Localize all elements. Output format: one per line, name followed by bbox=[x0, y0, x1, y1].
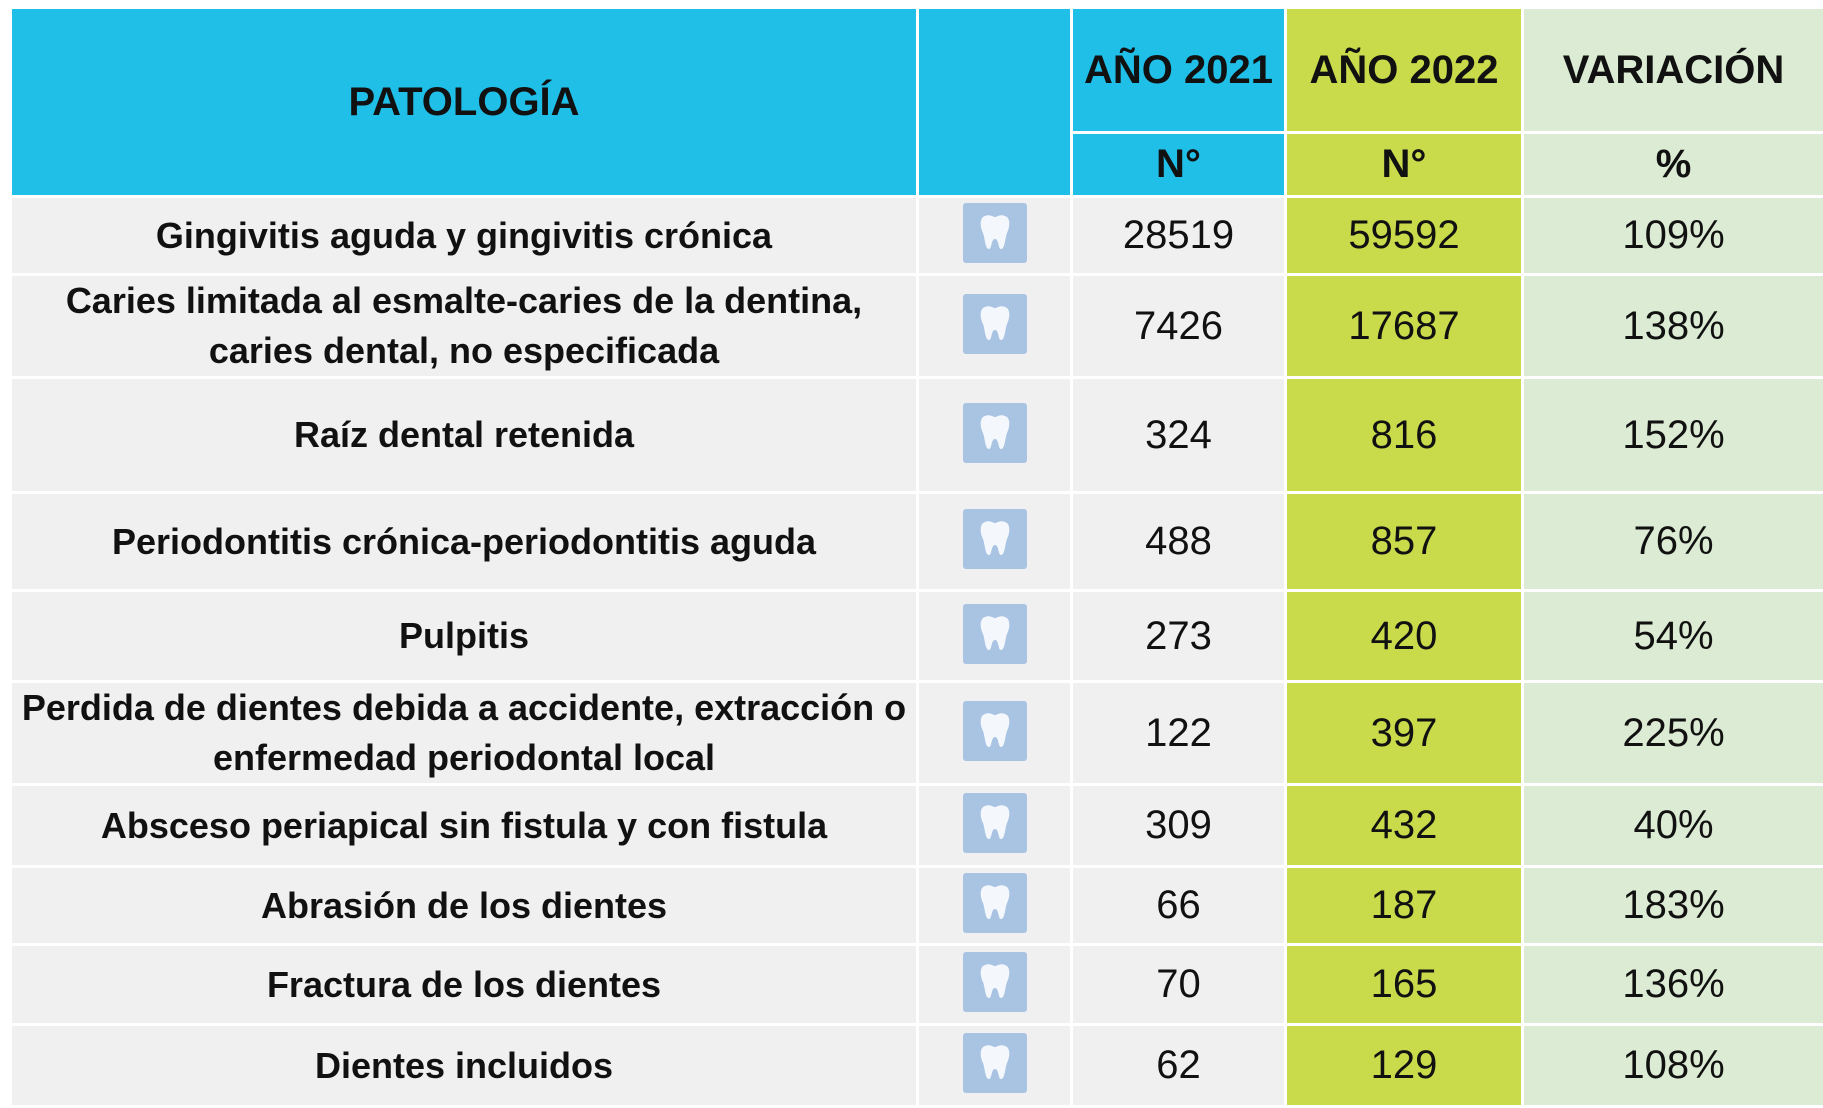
table-row: Perdida de dientes debida a accidente, e… bbox=[11, 682, 1823, 785]
table-cell: 122 bbox=[1072, 682, 1286, 785]
year-header: AÑO 2022 bbox=[1286, 8, 1523, 133]
tooth-icon bbox=[963, 403, 1027, 463]
table-row: Periodontitis crónica-periodontitis agud… bbox=[11, 493, 1823, 591]
icon-header bbox=[918, 8, 1072, 197]
table-cell: 129 bbox=[1286, 1025, 1523, 1107]
table-row: Absceso periapical sin fistula y con fis… bbox=[11, 785, 1823, 867]
pathology-name: Gingivitis aguda y gingivitis crónica bbox=[11, 197, 918, 275]
table-cell: 66 bbox=[1072, 867, 1286, 945]
pathology-name: Periodontitis crónica-periodontitis agud… bbox=[11, 493, 918, 591]
tooth-icon-cell bbox=[918, 867, 1072, 945]
table-cell: 136% bbox=[1523, 945, 1823, 1025]
table-cell: 40% bbox=[1523, 785, 1823, 867]
table-cell: 7426 bbox=[1072, 275, 1286, 378]
tooth-icon bbox=[963, 203, 1027, 263]
tooth-icon bbox=[963, 873, 1027, 933]
tooth-icon bbox=[963, 701, 1027, 761]
tooth-icon-cell bbox=[918, 785, 1072, 867]
tooth-icon-cell bbox=[918, 197, 1072, 275]
tooth-icon-cell bbox=[918, 682, 1072, 785]
table-header: PATOLOGÍA AÑO 2021 AÑO 2022 VARIACIÓN N°… bbox=[11, 8, 1823, 197]
pathology-name: Caries limitada al esmalte-caries de la … bbox=[11, 275, 918, 378]
table-row: Gingivitis aguda y gingivitis crónica 285… bbox=[11, 197, 1823, 275]
pathology-name: Absceso periapical sin fistula y con fis… bbox=[11, 785, 918, 867]
table-cell: 165 bbox=[1286, 945, 1523, 1025]
unit-header: N° bbox=[1286, 133, 1523, 197]
table-cell: 109% bbox=[1523, 197, 1823, 275]
pathology-name: Abrasión de los dientes bbox=[11, 867, 918, 945]
unit-header: % bbox=[1523, 133, 1823, 197]
table-cell: 138% bbox=[1523, 275, 1823, 378]
tooth-icon-cell bbox=[918, 378, 1072, 493]
table-cell: 59592 bbox=[1286, 197, 1523, 275]
tooth-icon-cell bbox=[918, 493, 1072, 591]
tooth-icon bbox=[963, 294, 1027, 354]
tooth-icon bbox=[963, 952, 1027, 1012]
table-cell: 28519 bbox=[1072, 197, 1286, 275]
table-cell: 62 bbox=[1072, 1025, 1286, 1107]
table-cell: 324 bbox=[1072, 378, 1286, 493]
table-cell: 420 bbox=[1286, 591, 1523, 682]
pathology-name: Perdida de dientes debida a accidente, e… bbox=[11, 682, 918, 785]
table-cell: 152% bbox=[1523, 378, 1823, 493]
tooth-icon bbox=[963, 509, 1027, 569]
tooth-icon-cell bbox=[918, 591, 1072, 682]
variation-header: VARIACIÓN bbox=[1523, 8, 1823, 133]
table-cell: 857 bbox=[1286, 493, 1523, 591]
table-cell: 225% bbox=[1523, 682, 1823, 785]
year-header: AÑO 2021 bbox=[1072, 8, 1286, 133]
table-cell: 70 bbox=[1072, 945, 1286, 1025]
table-cell: 108% bbox=[1523, 1025, 1823, 1107]
table-cell: 309 bbox=[1072, 785, 1286, 867]
table-cell: 54% bbox=[1523, 591, 1823, 682]
table-cell: 187 bbox=[1286, 867, 1523, 945]
table-row: Caries limitada al esmalte-caries de la … bbox=[11, 275, 1823, 378]
tooth-icon-cell bbox=[918, 275, 1072, 378]
table-body: Gingivitis aguda y gingivitis crónica 285… bbox=[11, 197, 1823, 1107]
pathology-header: PATOLOGÍA bbox=[11, 8, 918, 197]
tooth-icon bbox=[963, 604, 1027, 664]
tooth-icon-cell bbox=[918, 1025, 1072, 1107]
tooth-icon-cell bbox=[918, 945, 1072, 1025]
pathology-table: PATOLOGÍA AÑO 2021 AÑO 2022 VARIACIÓN N°… bbox=[9, 6, 1823, 1108]
pathology-name: Dientes incluidos bbox=[11, 1025, 918, 1107]
pathology-name: Pulpitis bbox=[11, 591, 918, 682]
table-cell: 76% bbox=[1523, 493, 1823, 591]
pathology-name: Fractura de los dientes bbox=[11, 945, 918, 1025]
pathology-name: Raíz dental retenida bbox=[11, 378, 918, 493]
table-cell: 397 bbox=[1286, 682, 1523, 785]
table-cell: 816 bbox=[1286, 378, 1523, 493]
tooth-icon bbox=[963, 1033, 1027, 1093]
table-cell: 17687 bbox=[1286, 275, 1523, 378]
header-row: PATOLOGÍA AÑO 2021 AÑO 2022 VARIACIÓN bbox=[11, 8, 1823, 133]
table-cell: 183% bbox=[1523, 867, 1823, 945]
tooth-icon bbox=[963, 793, 1027, 853]
table-cell: 432 bbox=[1286, 785, 1523, 867]
unit-header: N° bbox=[1072, 133, 1286, 197]
table-cell: 488 bbox=[1072, 493, 1286, 591]
table-cell: 273 bbox=[1072, 591, 1286, 682]
